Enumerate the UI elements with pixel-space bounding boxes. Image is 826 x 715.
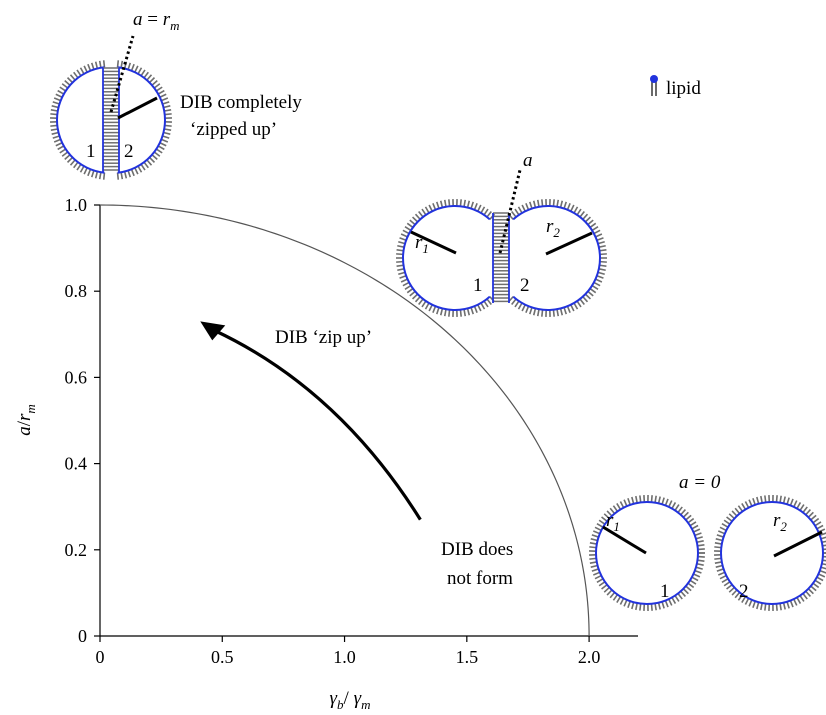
- partial-bilayer: [492, 212, 510, 303]
- label-a-zero: a = 0: [679, 472, 721, 493]
- lipid-icon: [650, 75, 658, 96]
- zipped-a-indicator: [109, 35, 135, 113]
- x-tick-label: 0: [96, 647, 105, 667]
- boundary-curve: [99, 204, 590, 637]
- separate-radius-2: [773, 530, 823, 558]
- droplet-right-separate: [714, 494, 826, 612]
- axes: [99, 205, 638, 637]
- label-a-equals-rm: a = rm: [133, 9, 180, 33]
- x-tick-label: 1.0: [333, 647, 356, 667]
- lipid-legend-label: lipid: [666, 78, 701, 99]
- droplet-left-zipped: [50, 60, 106, 180]
- partial-label-2: 2: [520, 275, 530, 296]
- x-tick-label: 0.5: [211, 647, 234, 667]
- partial-label-r2: r2: [546, 216, 560, 240]
- y-tick-label: 0: [78, 626, 87, 646]
- droplet-left-partial: [396, 199, 496, 317]
- droplet-right-zipped: [116, 60, 172, 180]
- separate-label-1: 1: [660, 581, 670, 602]
- x-tick-label: 1.5: [456, 647, 479, 667]
- annotation-not-form-1: DIB does: [441, 539, 513, 560]
- separate-radius-1: [602, 525, 647, 555]
- y-tick-label: 0.6: [65, 367, 88, 387]
- zipped-radius: [117, 96, 158, 120]
- droplet-right-partial: [507, 199, 607, 317]
- droplet-illustrations: 1 2 r1 r2 1 2 r1 r2 1 2: [50, 35, 826, 612]
- zipped-label-1: 1: [86, 141, 96, 162]
- x-axis-label: γb/ γm: [330, 688, 371, 712]
- partial-radius-2: [545, 231, 593, 256]
- annotation-zipped-1: DIB completely: [180, 92, 302, 113]
- annotation-zip-up: DIB ‘zip up’: [275, 327, 372, 348]
- x-tick-label: 2.0: [578, 647, 601, 667]
- droplet-left-separate: [589, 494, 705, 612]
- y-tick-label: 0.8: [65, 281, 88, 301]
- y-tick-label: 0.2: [65, 540, 88, 560]
- y-tick-label: 0.4: [65, 454, 88, 474]
- ticks: 0 0.5 1.0 1.5 2.0 0 0.2 0.4 0.6 0.8 1.0: [65, 195, 601, 667]
- separate-label-2: 2: [739, 581, 749, 602]
- curve-layer: [99, 204, 590, 637]
- zip-up-arrowhead: [200, 321, 226, 341]
- y-tick-label: 1.0: [65, 195, 88, 215]
- separate-label-r2: r2: [773, 510, 787, 534]
- label-a-mid: a: [523, 150, 533, 171]
- zip-up-arrow: [213, 328, 422, 521]
- partial-label-r1: r1: [415, 232, 429, 256]
- partial-radius-1: [410, 230, 457, 255]
- annotation-zipped-2: ‘zipped up’: [190, 119, 277, 140]
- partial-label-1: 1: [473, 275, 483, 296]
- annotation-not-form-2: not form: [447, 568, 513, 589]
- separate-label-r1: r1: [606, 510, 620, 534]
- zipped-bilayer: [102, 67, 120, 172]
- zipped-label-2: 2: [124, 141, 134, 162]
- y-axis-label: a/rm: [14, 404, 38, 436]
